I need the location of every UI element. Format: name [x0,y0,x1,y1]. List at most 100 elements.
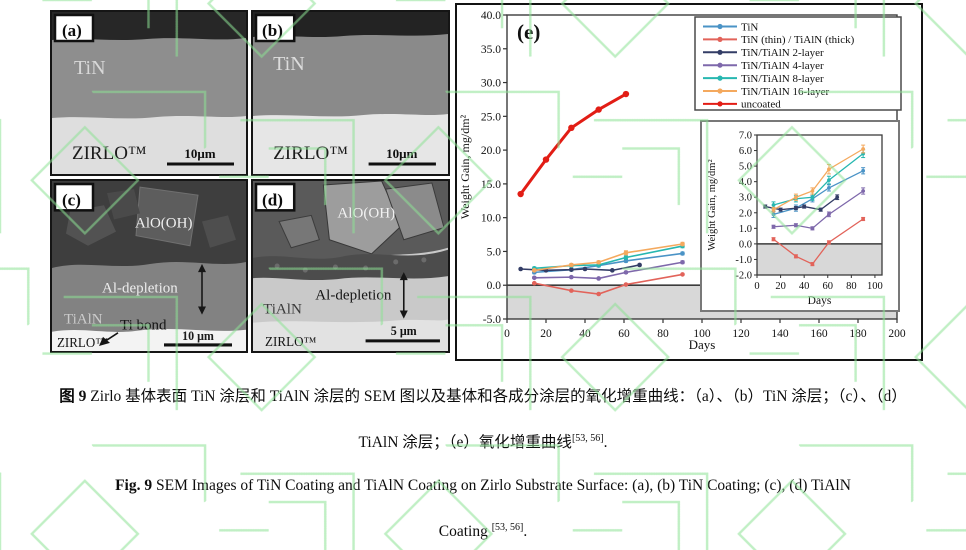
substrate-label: ZIRLO™ [273,143,348,164]
coating-label: TiAlN [64,312,103,328]
svg-text:180: 180 [849,328,867,340]
svg-text:140: 140 [771,328,789,340]
substrate-label: ZIRLO™ [57,335,108,350]
svg-text:60: 60 [823,281,834,292]
scale-bar-label: 10μm [184,146,215,161]
svg-text:6.0: 6.0 [739,146,752,157]
svg-text:(e): (e) [517,20,540,44]
svg-text:20.0: 20.0 [481,145,501,157]
caption-zh-figno: 图 9 [59,388,87,405]
svg-text:100: 100 [867,281,883,292]
svg-text:-5.0: -5.0 [483,314,501,326]
sem-image-a: TiN ZIRLO™ 10μm (a) [52,12,246,174]
svg-text:20: 20 [775,281,786,292]
sem-panel-a: TiN ZIRLO™ 10μm (a) [50,10,248,176]
svg-text:20: 20 [540,328,552,340]
caption-zh-period: . [603,434,608,451]
svg-text:160: 160 [810,328,828,340]
svg-text:0.0: 0.0 [739,239,752,250]
caption-en-line1: Fig. 9 SEM Images of TiN Coating and TiA… [0,477,966,495]
svg-text:25.0: 25.0 [481,111,501,123]
svg-text:35.0: 35.0 [481,44,501,56]
svg-text:1.0: 1.0 [739,224,752,235]
coating-label: TiN [74,57,106,79]
svg-text:uncoated: uncoated [741,99,781,111]
caption-zh-ref: [53, 56] [571,432,604,444]
caption-en-period: . [523,523,528,541]
depletion-label: Al-depletion [102,280,178,296]
sem-panel-b: TiN ZIRLO™ 10μm (b) [251,10,450,176]
svg-text:TiN/TiAlN 4-layer: TiN/TiAlN 4-layer [741,60,824,72]
panel-label: (a) [62,21,82,40]
svg-text:TiN/TiAlN 2-layer: TiN/TiAlN 2-layer [741,47,824,59]
svg-text:60: 60 [618,328,630,340]
bond-layer-label: Ti bond [120,318,167,334]
svg-text:2.0: 2.0 [739,208,752,219]
svg-text:TiN: TiN [741,21,758,33]
svg-text:0.0: 0.0 [487,280,502,292]
svg-text:10.0: 10.0 [481,213,501,225]
caption-zh-line2: TiAlN 涂层；（e）氧化增重曲线[53, 56]. [0,430,966,452]
sem-image-b: TiN ZIRLO™ 10μm (b) [253,12,448,174]
svg-text:120: 120 [732,328,750,340]
sem-image-c: AlO(OH) Al-depletion TiAlN Ti bond ZIRLO… [52,181,246,351]
svg-text:40: 40 [579,328,591,340]
oxide-label: AlO(OH) [337,205,395,221]
svg-text:7.0: 7.0 [739,131,752,142]
svg-text:-2.0: -2.0 [735,271,752,282]
coating-label: TiN [273,53,305,75]
svg-text:0: 0 [504,328,510,340]
svg-text:4.0: 4.0 [739,177,752,188]
svg-text:Days: Days [808,295,832,307]
svg-text:80: 80 [657,328,669,340]
scale-bar-label: 10μm [386,146,417,161]
svg-text:15.0: 15.0 [481,179,501,191]
svg-text:0: 0 [754,281,759,292]
scale-bar-label: 5 μm [391,324,417,338]
svg-text:40.0: 40.0 [481,10,501,22]
svg-text:TiN (thin) / TiAlN (thick): TiN (thin) / TiAlN (thick) [741,34,855,46]
svg-text:Weight Gain, mg/dm²: Weight Gain, mg/dm² [707,159,718,250]
sem-panel-c: AlO(OH) Al-depletion TiAlN Ti bond ZIRLO… [50,179,248,353]
grain [363,265,369,271]
sem-panel-d: AlO(OH) Al-depletion TiAlN ZIRLO™ 5 μm (… [251,179,450,353]
panel-label: (c) [62,190,81,209]
caption-en-text1: SEM Images of TiN Coating and TiAlN Coat… [152,477,851,494]
caption-en-text2: Coating [438,523,492,541]
depletion-label: Al-depletion [315,287,392,303]
coating-label: TiAlN [263,302,302,318]
svg-text:30.0: 30.0 [481,78,501,90]
svg-text:5.0: 5.0 [487,246,502,258]
oxide-label: AlO(OH) [135,215,192,231]
caption-en-line2: Coating [53, 56]. [0,522,966,541]
grain [393,259,399,265]
panel-label: (d) [262,190,283,209]
grain [302,267,308,273]
grain [332,264,338,270]
caption-zh-line1: 图 9 Zirlo 基体表面 TiN 涂层和 TiAlN 涂层的 SEM 图以及… [0,384,966,406]
substrate-label: ZIRLO™ [265,334,316,349]
svg-text:-1.0: -1.0 [735,255,752,266]
caption-zh-text1: Zirlo 基体表面 TiN 涂层和 TiAlN 涂层的 SEM 图以及基体和各… [86,388,907,405]
caption-en-figno: Fig. 9 [115,477,153,494]
caption-en-ref: [53, 56] [491,522,524,533]
panel-label: (b) [262,21,283,40]
svg-text:40: 40 [799,281,810,292]
scale-bar-label: 10 μm [182,329,214,343]
oxidation-chart: 0 20 40 60 80 100 120 140 160 180 200-5.00.05.010.… [458,10,906,352]
main-series [517,90,685,297]
svg-text:200: 200 [888,328,906,340]
svg-text:TiN/TiAlN 8-layer: TiN/TiAlN 8-layer [741,73,824,85]
sem-image-grid: TiN ZIRLO™ 10μm (a) TiN ZIRLO™ 10μm (b) [50,10,450,353]
grain [274,263,280,269]
svg-text:TiN/TiAlN 16-layer: TiN/TiAlN 16-layer [741,86,829,98]
caption-zh-text2: TiAlN 涂层；（e）氧化增重曲线 [358,434,572,451]
svg-text:Weight Gain, mg/dm²: Weight Gain, mg/dm² [458,114,472,219]
svg-text:5.0: 5.0 [739,162,752,173]
substrate-label: ZIRLO™ [72,143,147,164]
oxidation-chart-panel: 0 20 40 60 80 100 120 140 160 180 200 -5.0 0.0 5.0 10.… [455,3,923,361]
grain [421,257,427,263]
svg-text:Days: Days [689,337,716,352]
